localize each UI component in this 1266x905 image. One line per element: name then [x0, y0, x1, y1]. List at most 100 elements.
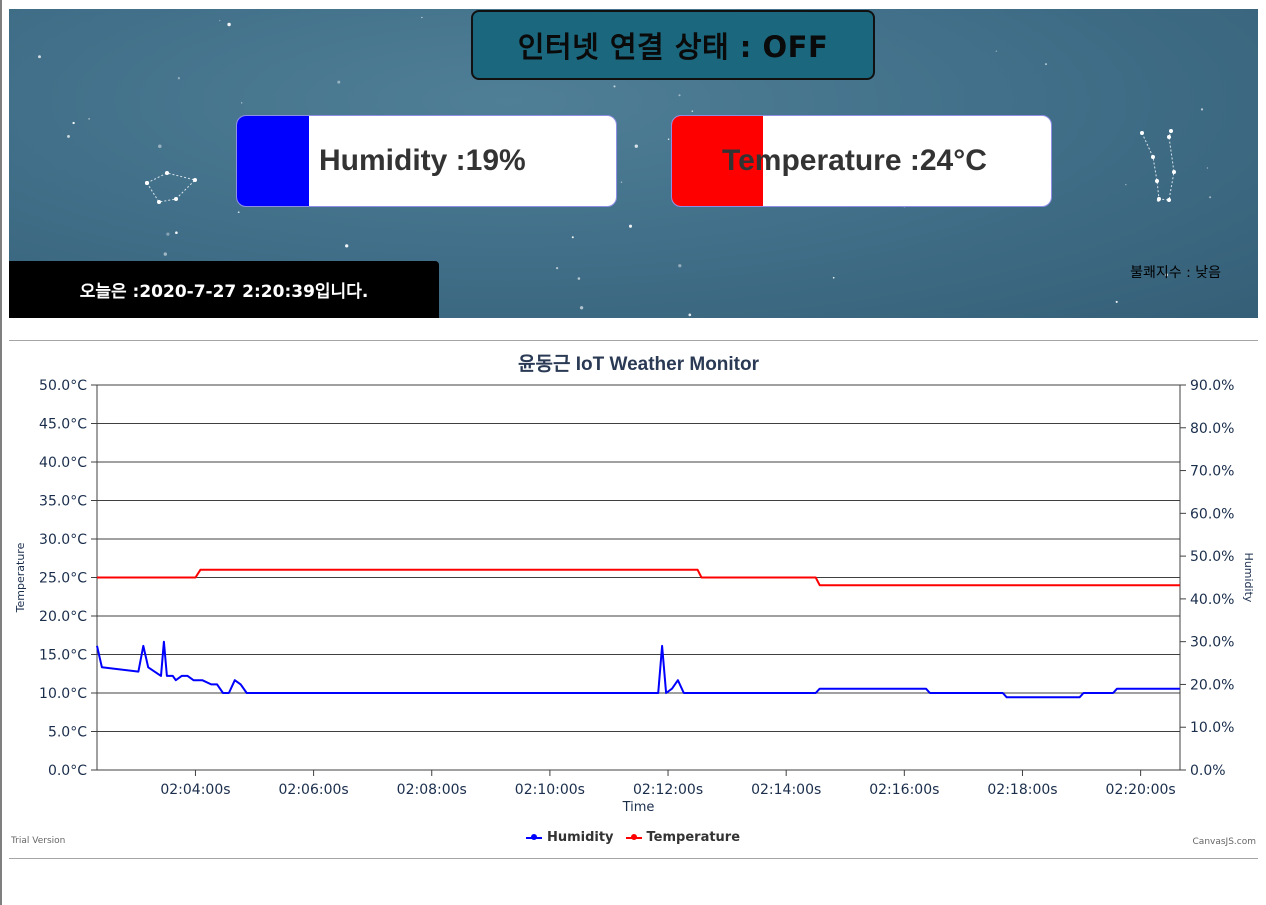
y-tick-label: 15.0°C: [39, 648, 87, 664]
constellation-star: [1172, 170, 1176, 174]
canvasjs-credit-link[interactable]: CanvasJS.com: [1192, 837, 1256, 847]
temperature-gauge-label: Temperature :24°C: [722, 144, 987, 177]
star: [667, 138, 670, 141]
constellation-star: [1140, 131, 1144, 135]
star: [678, 264, 682, 268]
y2-tick-label: 50.0%: [1190, 549, 1234, 565]
x-tick-label: 02:10:00s: [515, 782, 585, 798]
legend-marker-temperature: [625, 833, 642, 840]
star: [832, 276, 835, 279]
star: [628, 224, 633, 228]
y-axis-title: Temperature: [14, 542, 27, 613]
star: [678, 94, 681, 97]
x-tick-label: 02:08:00s: [397, 782, 467, 798]
x-tick-label: 02:16:00s: [869, 782, 939, 798]
constellation-star: [165, 171, 169, 175]
x-axis-title: Time: [622, 800, 655, 815]
constellation-star: [145, 181, 149, 185]
star: [163, 252, 167, 256]
humidity-gauge: Humidity :19%: [236, 115, 617, 207]
star: [67, 134, 70, 138]
star: [421, 16, 423, 19]
y-tick-label: 5.0°C: [48, 725, 87, 741]
star: [219, 19, 221, 22]
y-tick-label: 40.0°C: [39, 455, 87, 471]
star: [158, 144, 162, 149]
constellation-line: [1141, 130, 1175, 201]
star: [177, 77, 181, 80]
star: [634, 144, 638, 148]
constellation-star: [1155, 179, 1159, 183]
connection-status-box: 인터넷 연결 상태 : OFF: [471, 10, 875, 80]
series-line-humidity: [96, 640, 1180, 699]
star: [995, 50, 998, 52]
legend-label-humidity: Humidity: [546, 830, 614, 845]
y-tick-label: 35.0°C: [39, 494, 87, 510]
weather-chart: 윤동근 IoT Weather Monitor 0.0°C 5.0°C 10.0°C 1…: [14, 353, 1255, 815]
x-tick-label: 02:18:00s: [987, 782, 1057, 798]
y-tick-label: 30.0°C: [39, 532, 87, 548]
star: [571, 236, 574, 239]
star: [691, 110, 694, 112]
constellation-star: [1151, 155, 1155, 159]
chart-legend: Humidity Temperature: [0, 830, 1266, 845]
y-tick-label: 50.0°C: [39, 378, 87, 394]
temperature-gauge-fill: [672, 116, 763, 206]
constellation-star: [1169, 129, 1173, 133]
star: [577, 277, 581, 280]
y-tick-label: 0.0°C: [48, 763, 87, 779]
constellation-line: [146, 172, 196, 203]
series-line-temperature: [97, 568, 1180, 587]
y2-tick-label: 40.0%: [1190, 592, 1234, 608]
x-tick-label: 02:12:00s: [633, 782, 703, 798]
star: [227, 22, 231, 27]
constellation-star: [157, 200, 161, 204]
y-tick-label: 45.0°C: [39, 417, 87, 433]
star: [345, 244, 349, 248]
y-tick-label: 20.0°C: [39, 609, 87, 625]
star: [1200, 108, 1204, 111]
star: [337, 80, 341, 84]
chart-title: 윤동근 IoT Weather Monitor: [518, 353, 760, 375]
legend-item-humidity[interactable]: Humidity: [525, 830, 614, 845]
constellation-star: [174, 197, 178, 201]
y2-tick-label: 0.0%: [1190, 763, 1226, 779]
y2-tick-label: 60.0%: [1190, 506, 1234, 522]
star: [1044, 63, 1048, 66]
legend-item-temperature[interactable]: Temperature: [625, 830, 741, 845]
y2-tick-label: 10.0%: [1190, 720, 1234, 736]
connection-status-text: 인터넷 연결 상태 : OFF: [517, 30, 829, 64]
date-box: 오늘은 :2020-7-27 2:20:39입니다.: [9, 261, 439, 318]
constellation-star: [193, 178, 197, 182]
legend-label-temperature: Temperature: [646, 830, 741, 845]
date-text: 오늘은 :2020-7-27 2:20:39입니다.: [79, 282, 369, 302]
star: [175, 231, 178, 235]
status-header: 인터넷 연결 상태 : OFF Humidity :19% Temperatur…: [9, 9, 1258, 318]
y2-tick-label: 90.0%: [1190, 378, 1234, 394]
y-tick-label: 10.0°C: [39, 686, 87, 702]
y-tick-label: 25.0°C: [39, 571, 87, 587]
humidity-gauge-label: Humidity :19%: [319, 144, 526, 177]
star: [579, 306, 584, 310]
y2-tick-label: 80.0%: [1190, 421, 1234, 437]
temperature-gauge: Temperature :24°C: [671, 115, 1052, 207]
constellation-star: [1157, 197, 1161, 201]
x-tick-label: 02:14:00s: [751, 782, 821, 798]
star: [38, 55, 41, 59]
star: [1125, 183, 1127, 186]
star: [166, 232, 170, 236]
humidity-gauge-fill: [237, 116, 309, 206]
star: [1209, 196, 1212, 199]
trial-version-label: Trial Version: [11, 836, 66, 846]
divider-top: [9, 340, 1258, 341]
x-tick-label: 02:20:00s: [1106, 782, 1176, 798]
star: [72, 121, 75, 125]
discomfort-index: 불쾌지수 : 낮음: [1130, 265, 1221, 281]
star: [241, 102, 243, 104]
x-tick-label: 02:06:00s: [279, 782, 349, 798]
star: [613, 85, 616, 88]
star: [688, 313, 692, 317]
divider-bottom: [9, 858, 1258, 859]
y2-tick-label: 20.0%: [1190, 677, 1234, 693]
star: [620, 181, 623, 184]
